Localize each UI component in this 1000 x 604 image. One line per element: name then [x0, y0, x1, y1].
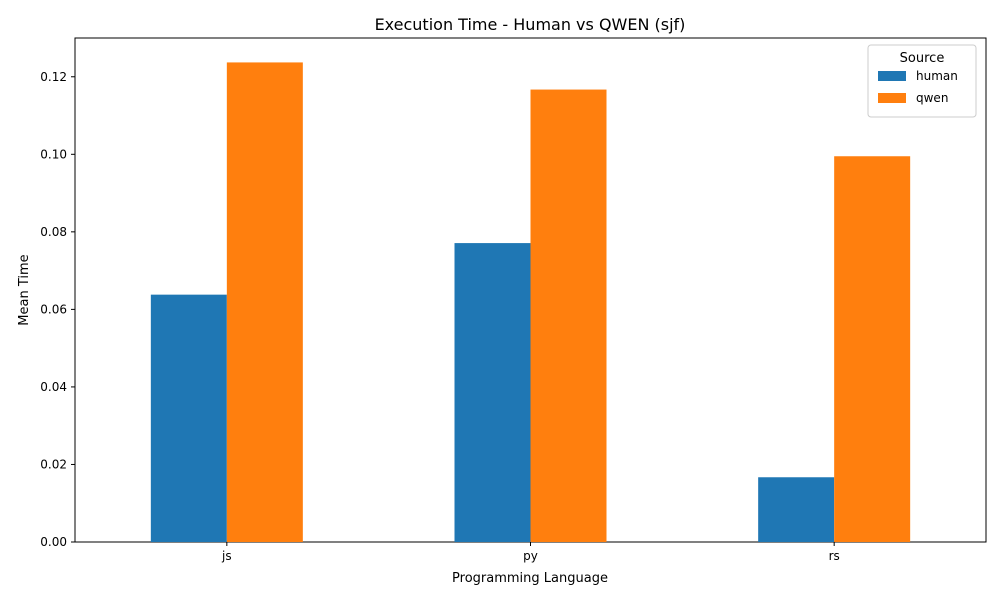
y-tick-label: 0.06 [40, 302, 67, 316]
bar-human-js [150, 294, 227, 542]
y-axis-label: Mean Time [17, 254, 32, 325]
bars [150, 62, 911, 542]
bar-qwen-py [530, 89, 607, 542]
legend-label-qwen: qwen [916, 91, 948, 105]
legend-title: Source [900, 51, 945, 66]
legend-swatch-qwen [878, 93, 906, 103]
legend-label-human: human [916, 69, 958, 83]
chart-title: Execution Time - Human vs QWEN (sjf) [375, 15, 686, 34]
y-tick-label: 0.02 [40, 457, 67, 471]
y-axis: 0.00 0.02 0.04 0.06 0.08 0.10 0.12 [40, 70, 75, 549]
bar-qwen-rs [834, 156, 911, 542]
x-axis-label: Programming Language [452, 571, 608, 586]
x-tick-label: js [221, 549, 232, 563]
legend-swatch-human [878, 71, 906, 81]
legend: Source human qwen [867, 44, 977, 118]
y-tick-label: 0.04 [40, 380, 67, 394]
x-axis: js py rs [221, 542, 840, 563]
y-tick-label: 0.10 [40, 147, 67, 161]
y-tick-label: 0.00 [40, 535, 67, 549]
bar-qwen-js [226, 62, 303, 542]
bar-human-rs [758, 477, 835, 542]
x-tick-label: rs [829, 549, 840, 563]
bar-human-py [454, 243, 531, 542]
y-tick-label: 0.12 [40, 70, 67, 84]
y-tick-label: 0.08 [40, 225, 67, 239]
x-tick-label: py [523, 549, 538, 563]
